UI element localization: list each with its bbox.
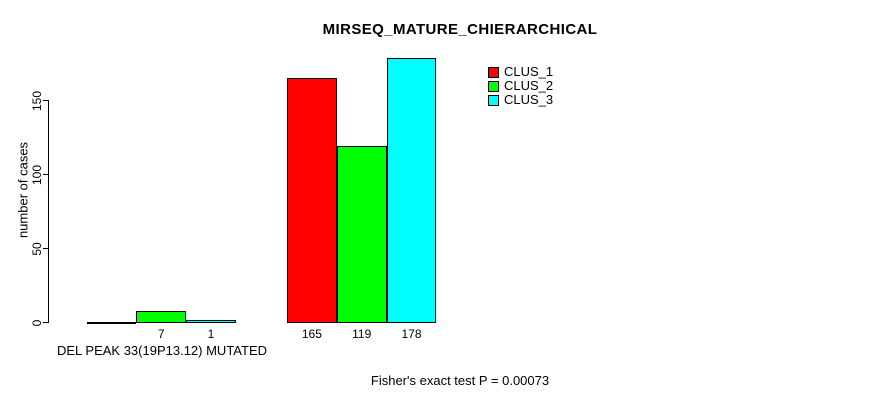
legend-label-clus2: CLUS_2 bbox=[504, 78, 554, 93]
y-axis-tick-label: 0 bbox=[30, 319, 44, 326]
y-axis-tick bbox=[43, 321, 49, 323]
bar-value-label: 178 bbox=[401, 327, 422, 341]
fisher-test-annotation: Fisher's exact test P = 0.00073 bbox=[370, 373, 550, 388]
legend-swatch-clus3-icon bbox=[488, 94, 499, 106]
legend-swatch-clus1-icon bbox=[488, 66, 499, 78]
x-axis-group-label: DEL PEAK 33(19P13.12) MUTATED bbox=[56, 343, 268, 358]
y-axis-label: number of cases bbox=[15, 141, 31, 239]
bar-value-label: 165 bbox=[301, 327, 322, 341]
bar-value-label: 1 bbox=[207, 327, 215, 341]
legend-label-clus3: CLUS_3 bbox=[504, 92, 554, 107]
bar-clus_2-group1 bbox=[136, 311, 187, 324]
bar-clus_1-group1 bbox=[86, 321, 137, 324]
bar-clus_3-group1 bbox=[186, 320, 236, 324]
legend: CLUS_1 CLUS_2 CLUS_3 bbox=[488, 65, 553, 107]
bar-clus_2-group2 bbox=[336, 145, 387, 324]
y-axis-tick-label: 100 bbox=[30, 164, 44, 185]
chart-title: MIRSEQ_MATURE_CHIERARCHICAL bbox=[322, 21, 598, 38]
bar-clus_1-group2 bbox=[287, 77, 337, 324]
y-axis-line bbox=[48, 100, 49, 323]
legend-item-clus3: CLUS_3 bbox=[488, 93, 553, 107]
legend-item-clus2: CLUS_2 bbox=[488, 79, 553, 93]
y-axis-tick bbox=[43, 173, 49, 175]
legend-item-clus1: CLUS_1 bbox=[488, 65, 553, 79]
bar-value-label: 119 bbox=[352, 327, 372, 341]
y-axis-tick-label: 150 bbox=[30, 90, 44, 111]
legend-label-clus1: CLUS_1 bbox=[504, 64, 554, 79]
bar-clus_3-group2 bbox=[386, 58, 437, 324]
y-axis-tick-label: 50 bbox=[30, 241, 44, 256]
bar-value-label: 7 bbox=[157, 327, 165, 341]
y-axis-tick bbox=[43, 247, 49, 249]
y-axis-tick bbox=[43, 100, 49, 102]
legend-swatch-clus2-icon bbox=[488, 80, 499, 92]
